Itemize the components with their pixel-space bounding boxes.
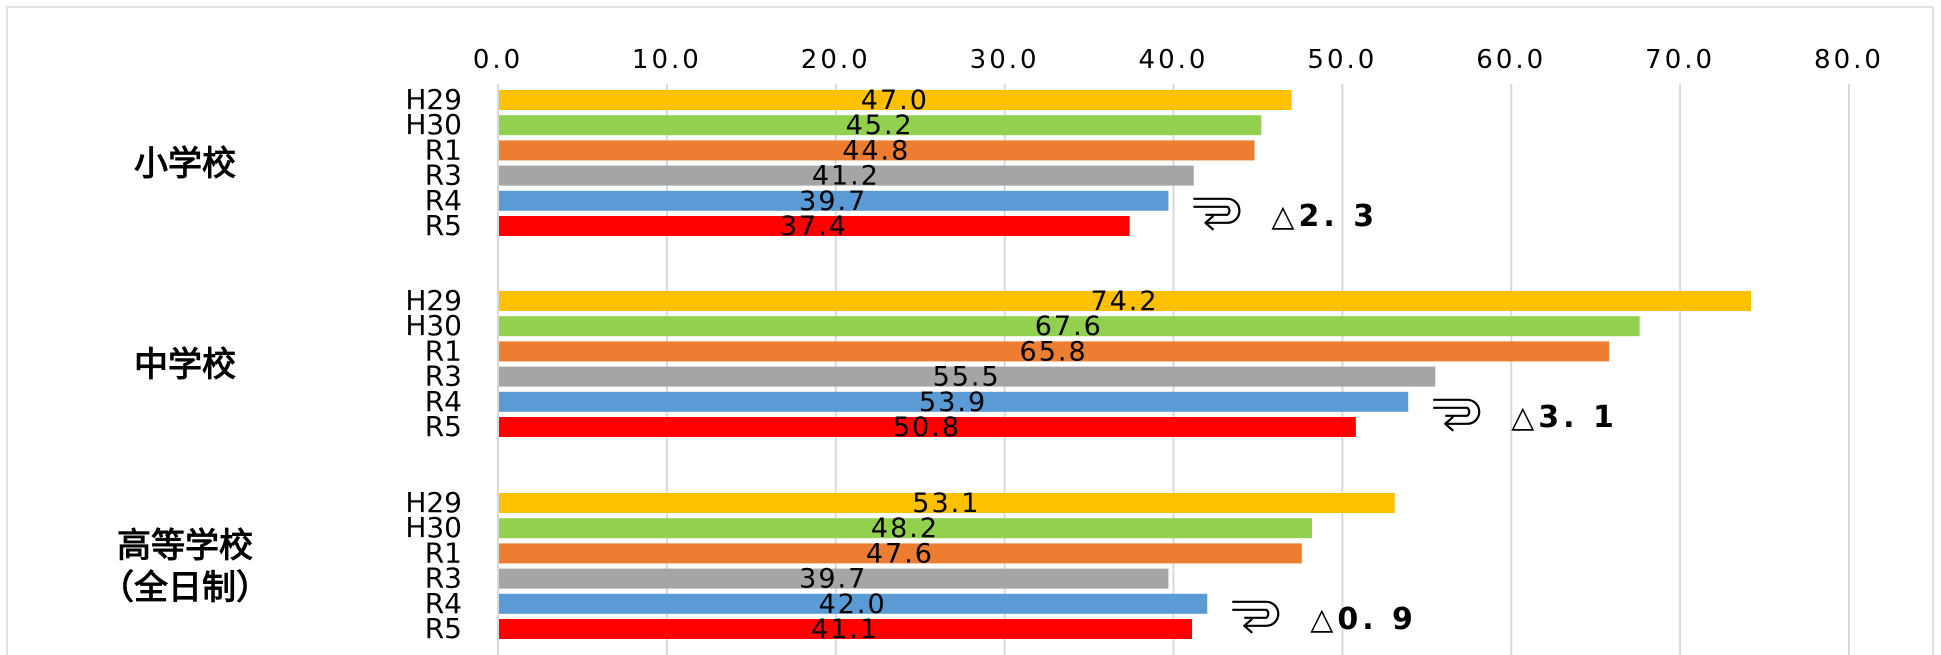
x-tick-label: 60.0: [1476, 45, 1546, 75]
data-label: 44.8: [842, 135, 910, 166]
bar: [499, 291, 1752, 311]
bar: [499, 90, 1292, 110]
data-label: 42.0: [819, 589, 887, 620]
data-label: 41.1: [811, 614, 879, 645]
year-label: H29: [405, 83, 462, 116]
year-label: H30: [405, 108, 462, 141]
return-arrow-icon: [1232, 600, 1280, 634]
bar: [499, 391, 1409, 412]
change-label: △3. 1: [1511, 400, 1618, 435]
x-tick-label: 10.0: [632, 45, 702, 75]
x-tick-label: 80.0: [1814, 45, 1884, 75]
data-label: 65.8: [1020, 336, 1088, 367]
data-label: 45.2: [846, 110, 914, 141]
data-label: 53.1: [912, 488, 980, 519]
bar: [499, 518, 1312, 539]
year-label: R3: [425, 562, 462, 595]
year-label: H30: [405, 309, 462, 342]
group-label: 中学校: [134, 345, 236, 385]
data-label: 74.2: [1090, 286, 1158, 317]
bar: [499, 115, 1262, 136]
x-tick-label: 0.0: [473, 45, 523, 75]
year-label: H29: [405, 486, 462, 519]
year-label: R5: [425, 209, 462, 242]
x-tick-label: 30.0: [970, 45, 1040, 75]
change-label: △2. 3: [1271, 199, 1378, 234]
bar: [499, 493, 1395, 513]
data-label: 37.4: [780, 211, 848, 242]
data-label: 67.6: [1035, 311, 1103, 342]
year-label: R3: [425, 360, 462, 393]
data-label: 41.2: [812, 161, 880, 192]
data-label: 48.2: [871, 513, 939, 544]
year-label: R5: [425, 410, 462, 443]
bar: [499, 543, 1302, 564]
return-arrow-icon: [1193, 197, 1241, 231]
bar: [499, 316, 1640, 337]
bar: [499, 216, 1130, 236]
year-label: R1: [425, 133, 462, 166]
year-label: H29: [405, 284, 462, 317]
bar: [499, 341, 1610, 362]
x-tick-label: 20.0: [801, 45, 871, 75]
year-label: R5: [425, 612, 462, 645]
year-label: R4: [425, 587, 462, 620]
data-label: 39.7: [799, 564, 867, 595]
data-label: 39.7: [799, 186, 867, 217]
year-label: R1: [425, 536, 462, 569]
year-label: R1: [425, 334, 462, 367]
x-tick-label: 50.0: [1307, 45, 1377, 75]
group-label: （全日制）: [100, 568, 270, 608]
bar: [499, 366, 1436, 387]
data-label: 50.8: [893, 412, 961, 443]
data-label: 55.5: [933, 362, 1001, 393]
group-label: 小学校: [134, 144, 236, 184]
bar: [499, 593, 1208, 614]
bar: [499, 417, 1356, 437]
bar: [499, 619, 1193, 639]
group-label: 高等学校: [117, 526, 253, 566]
change-label: △0. 9: [1310, 602, 1417, 637]
bar: [499, 568, 1169, 589]
bar: [499, 140, 1255, 161]
bar: [499, 190, 1169, 211]
year-label: R4: [425, 385, 462, 418]
data-label: 47.0: [861, 85, 929, 116]
return-arrow-icon: [1433, 398, 1481, 432]
data-label: 53.9: [919, 387, 987, 418]
year-label: H30: [405, 511, 462, 544]
year-label: R3: [425, 159, 462, 192]
data-label: 47.6: [866, 538, 934, 569]
x-tick-label: 40.0: [1139, 45, 1209, 75]
x-tick-label: 70.0: [1645, 45, 1715, 75]
bar: [499, 165, 1194, 186]
year-label: R4: [425, 184, 462, 217]
